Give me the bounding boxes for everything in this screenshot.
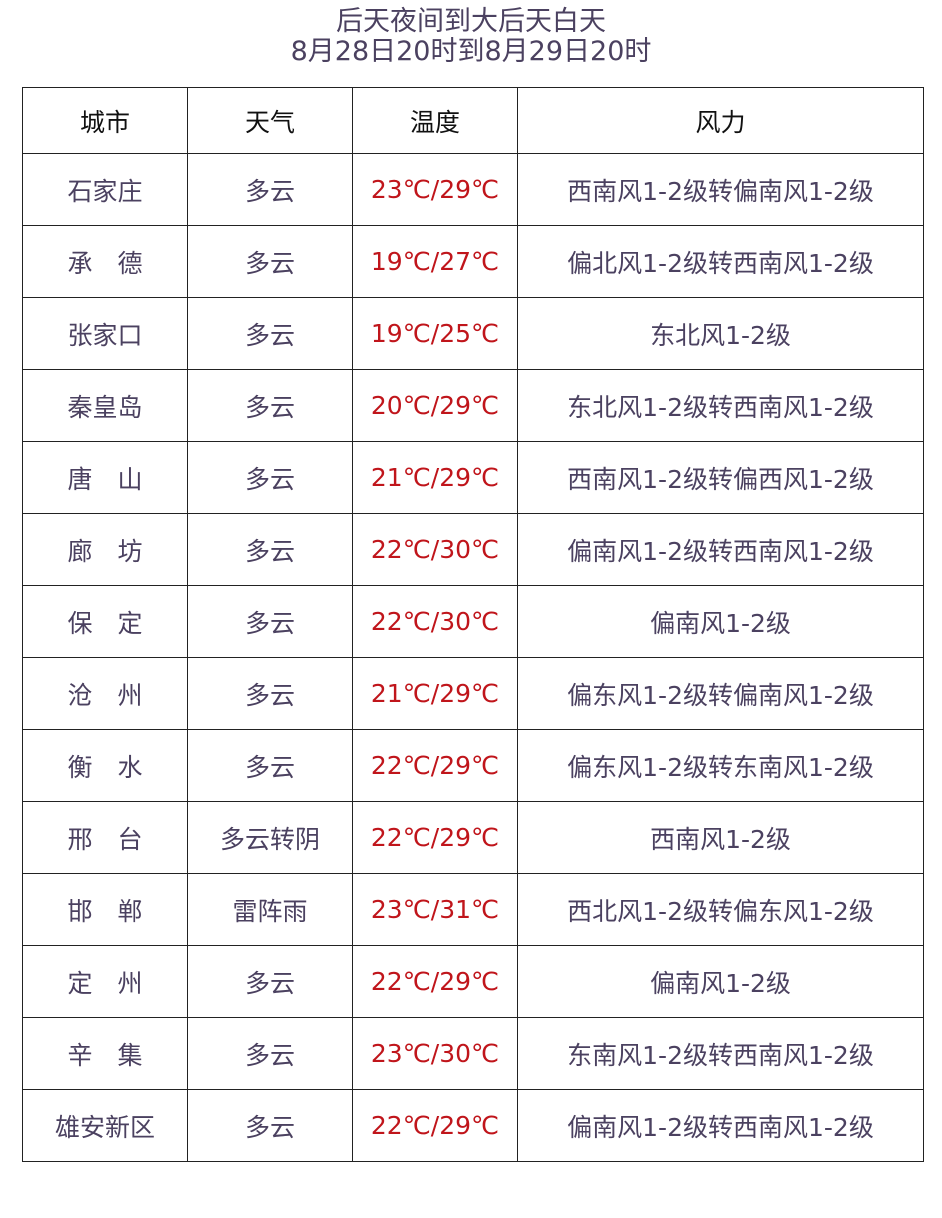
city-cell: 秦皇岛: [22, 369, 188, 442]
header-weather: 天气: [187, 87, 353, 154]
temperature-cell: 21℃/29℃: [352, 441, 518, 514]
header-wind: 风力: [517, 87, 924, 154]
weather-cell: 多云: [187, 153, 353, 226]
temperature-cell: 23℃/30℃: [352, 1017, 518, 1090]
city-cell: 定 州: [22, 945, 188, 1018]
temperature-cell: 20℃/29℃: [352, 369, 518, 442]
city-cell: 衡 水: [22, 729, 188, 802]
wind-cell: 偏东风1-2级转偏南风1-2级: [517, 657, 924, 730]
header-row: 城市 天气 温度 风力: [22, 87, 924, 154]
table-row: 沧 州多云 21℃/29℃ 偏东风1-2级转偏南风1-2级: [22, 657, 924, 730]
table-row: 石家庄 多云 23℃/29℃ 西南风1-2级转偏南风1-2级: [22, 153, 924, 226]
weather-cell: 雷阵雨: [187, 873, 353, 946]
city-cell: 雄安新区: [22, 1089, 188, 1162]
city-cell: 承 德: [22, 225, 188, 298]
forecast-table: 城市 天气 温度 风力 石家庄 多云 23℃/29℃ 西南风1-2级转偏南风1-2级承…: [22, 87, 924, 1162]
header-city: 城市: [22, 87, 188, 154]
wind-cell: 偏南风1-2级转西南风1-2级: [517, 513, 924, 586]
temperature-cell: 21℃/29℃: [352, 657, 518, 730]
wind-cell: 偏南风1-2级转西南风1-2级: [517, 1089, 924, 1162]
city-cell: 邯 郸: [22, 873, 188, 946]
table-row: 衡 水多云 22℃/29℃ 偏东风1-2级转东南风1-2级: [22, 729, 924, 802]
weather-cell: 多云: [187, 585, 353, 658]
city-cell: 邢 台: [22, 801, 188, 874]
table-row: 雄安新区 多云 22℃/29℃ 偏南风1-2级转西南风1-2级: [22, 1089, 924, 1162]
city-cell: 保 定: [22, 585, 188, 658]
city-cell: 石家庄: [22, 153, 188, 226]
city-cell: 廊 坊: [22, 513, 188, 586]
temperature-cell: 22℃/30℃: [352, 585, 518, 658]
table-row: 张家口 多云 19℃/25℃ 东北风1-2级: [22, 297, 924, 370]
city-cell: 张家口: [22, 297, 188, 370]
temperature-cell: 23℃/29℃: [352, 153, 518, 226]
weather-cell: 多云: [187, 369, 353, 442]
temperature-cell: 19℃/25℃: [352, 297, 518, 370]
table-row: 定 州多云 22℃/29℃ 偏南风1-2级: [22, 945, 924, 1018]
wind-cell: 东南风1-2级转西南风1-2级: [517, 1017, 924, 1090]
weather-cell: 多云: [187, 1017, 353, 1090]
wind-cell: 东北风1-2级转西南风1-2级: [517, 369, 924, 442]
weather-cell: 多云: [187, 513, 353, 586]
weather-cell: 多云: [187, 1089, 353, 1162]
table-row: 保 定多云 22℃/30℃ 偏南风1-2级: [22, 585, 924, 658]
table-row: 承 德多云 19℃/27℃ 偏北风1-2级转西南风1-2级: [22, 225, 924, 298]
weather-cell: 多云: [187, 297, 353, 370]
wind-cell: 西南风1-2级: [517, 801, 924, 874]
wind-cell: 偏北风1-2级转西南风1-2级: [517, 225, 924, 298]
wind-cell: 偏南风1-2级: [517, 945, 924, 1018]
temperature-cell: 23℃/31℃: [352, 873, 518, 946]
city-cell: 辛 集: [22, 1017, 188, 1090]
weather-cell: 多云: [187, 657, 353, 730]
wind-cell: 西南风1-2级转偏西风1-2级: [517, 441, 924, 514]
temperature-cell: 19℃/27℃: [352, 225, 518, 298]
temperature-cell: 22℃/29℃: [352, 729, 518, 802]
weather-cell: 多云: [187, 729, 353, 802]
table-row: 邢 台多云转阴 22℃/29℃ 西南风1-2级: [22, 801, 924, 874]
weather-cell: 多云: [187, 441, 353, 514]
header-temperature: 温度: [352, 87, 518, 154]
page-title: 后天夜间到大后天白天: [336, 6, 606, 37]
temperature-cell: 22℃/30℃: [352, 513, 518, 586]
wind-cell: 西北风1-2级转偏东风1-2级: [517, 873, 924, 946]
table-row: 邯 郸雷阵雨 23℃/31℃ 西北风1-2级转偏东风1-2级: [22, 873, 924, 946]
weather-cell: 多云: [187, 225, 353, 298]
city-cell: 沧 州: [22, 657, 188, 730]
wind-cell: 偏南风1-2级: [517, 585, 924, 658]
weather-cell: 多云: [187, 945, 353, 1018]
table-row: 秦皇岛 多云 20℃/29℃ 东北风1-2级转西南风1-2级: [22, 369, 924, 442]
temperature-cell: 22℃/29℃: [352, 945, 518, 1018]
temperature-cell: 22℃/29℃: [352, 801, 518, 874]
wind-cell: 西南风1-2级转偏南风1-2级: [517, 153, 924, 226]
temperature-cell: 22℃/29℃: [352, 1089, 518, 1162]
city-cell: 唐 山: [22, 441, 188, 514]
table-row: 辛 集多云 23℃/30℃ 东南风1-2级转西南风1-2级: [22, 1017, 924, 1090]
weather-cell: 多云转阴: [187, 801, 353, 874]
table-row: 廊 坊多云 22℃/30℃ 偏南风1-2级转西南风1-2级: [22, 513, 924, 586]
page-subtitle: 8月28日20时到8月29日20时: [290, 36, 652, 67]
wind-cell: 东北风1-2级: [517, 297, 924, 370]
wind-cell: 偏东风1-2级转东南风1-2级: [517, 729, 924, 802]
table-row: 唐 山多云 21℃/29℃ 西南风1-2级转偏西风1-2级: [22, 441, 924, 514]
